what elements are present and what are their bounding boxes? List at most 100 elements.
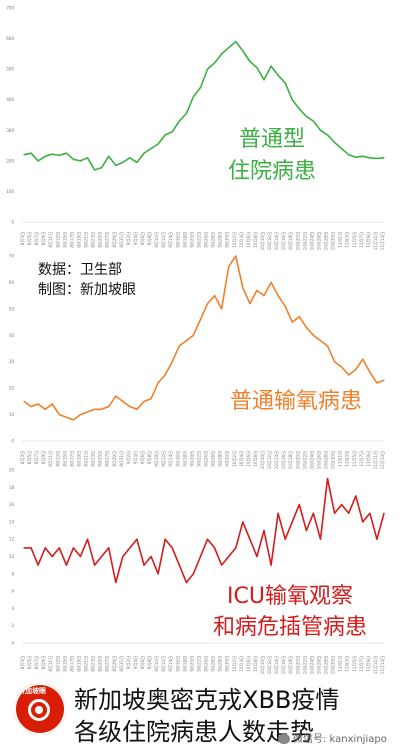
data-point <box>249 60 251 63</box>
data-point <box>270 281 272 284</box>
x-tick-label: 10月14日 <box>274 232 279 250</box>
data-point <box>157 382 159 384</box>
x-tick-label: 11月5日 <box>352 451 357 467</box>
source-text: 制图：新加坡眼 <box>38 282 136 298</box>
x-tick-label: 8月25日 <box>98 451 103 467</box>
y-tick-label: 4 <box>11 606 14 611</box>
data-point <box>65 152 67 154</box>
data-point <box>65 564 67 566</box>
x-tick-label: 9月16日 <box>175 232 180 248</box>
data-point <box>348 154 350 156</box>
x-tick-label: 10月30日 <box>331 232 336 250</box>
x-tick-label: 10月22日 <box>302 232 307 250</box>
series-line <box>24 477 385 584</box>
x-tick-label: 8月9日 <box>41 656 46 669</box>
data-point <box>213 547 216 549</box>
data-point <box>256 67 258 69</box>
data-point <box>206 68 209 70</box>
x-tick-label: 8月27日 <box>105 451 110 467</box>
x-tick-label: 9月4日 <box>133 656 138 669</box>
data-point <box>305 115 307 118</box>
data-point <box>235 547 237 549</box>
data-point <box>355 495 357 497</box>
x-tick-label: 10月10日 <box>260 656 265 674</box>
data-point <box>185 112 187 115</box>
x-tick-label: 10月26日 <box>316 451 321 469</box>
data-point <box>37 160 39 162</box>
x-tick-label: 8月5日 <box>27 232 32 245</box>
data-point <box>256 289 258 291</box>
x-tick-label: 8月25日 <box>98 232 103 248</box>
data-point <box>23 547 25 549</box>
data-point <box>228 47 230 49</box>
data-point <box>199 555 202 558</box>
data-point <box>235 41 237 43</box>
x-tick-label: 11月11日 <box>373 451 378 469</box>
x-tick-label: 10月8日 <box>253 232 258 248</box>
x-tick-label: 8月15日 <box>62 656 67 672</box>
data-point <box>51 555 53 558</box>
x-tick-label: 10月16日 <box>281 451 286 469</box>
x-tick-label: 10月26日 <box>316 656 321 674</box>
x-tick-label: 9月4日 <box>133 451 138 464</box>
y-tick-label: 14 <box>9 519 15 524</box>
x-tick-label: 10月10日 <box>260 232 265 250</box>
x-tick-label: 10月26日 <box>316 232 321 250</box>
data-point <box>51 403 53 405</box>
x-tick-label: 10月12日 <box>267 656 272 674</box>
x-tick-label: 9月14日 <box>168 656 173 672</box>
data-point <box>150 555 152 558</box>
x-tick-label: 8月25日 <box>98 656 103 672</box>
data-point <box>213 62 216 64</box>
x-tick-label: 9月18日 <box>182 232 187 248</box>
headline-line-2: 各级住院病患人数走势 <box>74 718 314 746</box>
x-tick-label: 10月6日 <box>246 656 251 672</box>
x-tick-label: 8月13日 <box>55 451 60 467</box>
y-tick-label: 600 <box>6 36 14 41</box>
data-point <box>171 361 173 363</box>
data-point <box>298 316 300 318</box>
y-tick-label: 20 <box>9 386 15 391</box>
x-tick-label: 8月9日 <box>41 451 46 464</box>
data-point <box>79 413 82 416</box>
data-point <box>291 321 293 323</box>
x-tick-label: 8月29日 <box>112 656 117 672</box>
chart-panel-2: 0 10 20 30 40 50 60 70 8月3日 8月5日 8月7日 8月9日 8月11日 8月13… <box>9 254 385 470</box>
data-point <box>129 406 131 408</box>
data-point <box>305 529 307 532</box>
x-tick-label: 11月1日 <box>338 451 343 467</box>
series-label: 普通型 <box>239 127 305 152</box>
x-tick-label: 9月6日 <box>140 232 145 245</box>
data-point <box>30 406 32 408</box>
data-point <box>178 345 180 347</box>
data-point <box>263 529 265 532</box>
x-tick-label: 10月24日 <box>309 451 314 469</box>
x-tick-label: 8月7日 <box>34 232 39 245</box>
y-tick-label: 60 <box>9 280 15 285</box>
x-tick-label: 9月10日 <box>154 451 159 467</box>
data-point <box>79 555 82 558</box>
data-point <box>72 547 75 549</box>
x-tick-label: 10月4日 <box>239 656 244 672</box>
data-point <box>164 538 166 540</box>
x-tick-label: 8月29日 <box>112 451 117 467</box>
y-tick-label: 40 <box>9 333 15 338</box>
y-tick-label: 700 <box>6 6 14 11</box>
data-point <box>199 86 202 89</box>
x-tick-label: 8月31日 <box>119 232 124 248</box>
y-tick-label: 2 <box>11 623 14 628</box>
y-tick-label: 0 <box>11 439 14 444</box>
y-tick-label: 0 <box>11 641 14 646</box>
data-point <box>383 379 385 381</box>
data-point <box>277 295 279 297</box>
data-point <box>298 108 300 110</box>
data-point <box>305 326 307 328</box>
x-tick-label: 9月14日 <box>168 232 173 248</box>
data-point <box>341 504 343 506</box>
data-point <box>122 161 124 163</box>
data-point <box>108 406 110 408</box>
x-tick-label: 10月6日 <box>246 232 251 248</box>
data-point <box>199 318 202 321</box>
y-tick-label: 400 <box>6 97 14 102</box>
data-point <box>277 512 279 514</box>
